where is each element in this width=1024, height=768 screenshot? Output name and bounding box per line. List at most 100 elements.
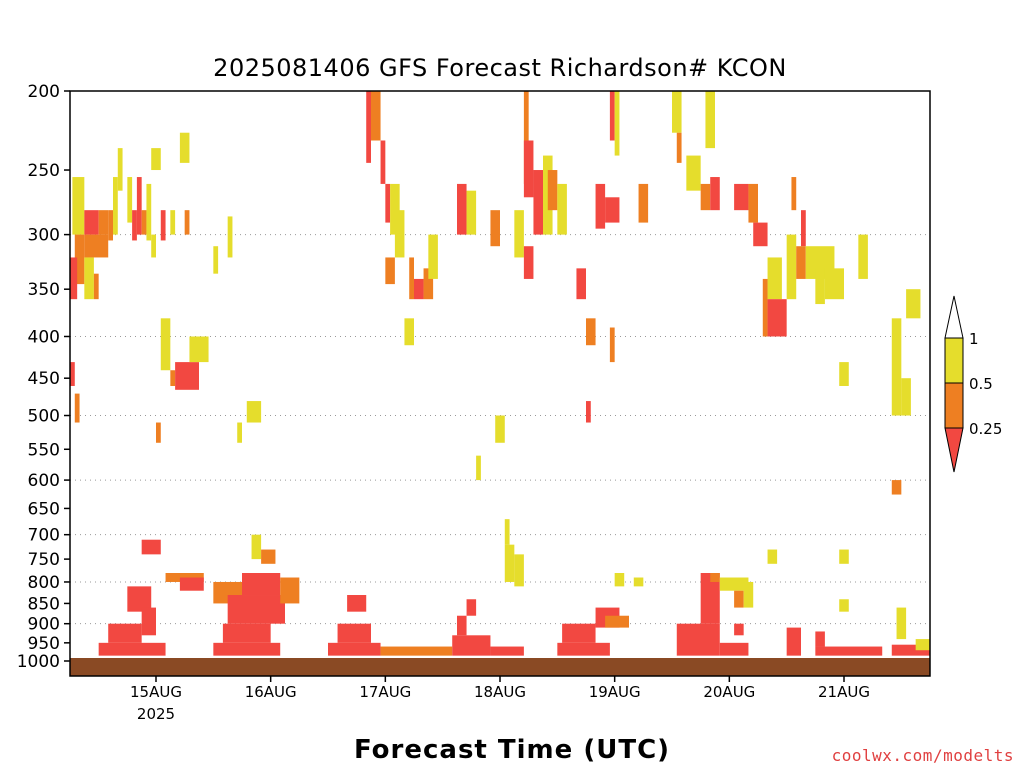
ri-cell-yellow: [390, 183, 400, 235]
ri-cell-yellow: [815, 268, 825, 305]
ri-cell-yellow: [466, 190, 477, 235]
source-credit: coolwx.com/modelts: [832, 746, 1014, 765]
ri-cell-red: [141, 607, 156, 636]
ri-cell-orange: [676, 132, 682, 163]
ri-cell-yellow: [246, 401, 262, 423]
ri-cell-orange: [409, 257, 414, 300]
legend-label-1: 1: [969, 330, 979, 348]
pressure-axis: 200 250 300 350 400 450 500 550 600 650 700 750 8008…: [17, 82, 70, 672]
ri-cell-orange: [184, 210, 190, 235]
ri-cell-orange: [523, 91, 529, 184]
legend-swatch-above-1: [944, 295, 964, 339]
ri-cell-orange: [547, 170, 558, 211]
ri-cell-orange: [490, 210, 500, 247]
ri-cell-orange: [638, 183, 649, 223]
ri-cell-yellow: [146, 183, 152, 241]
ri-cell-yellow: [906, 289, 921, 319]
ri-cell-yellow: [213, 246, 219, 274]
ri-cell-red: [523, 246, 534, 279]
ri-cell-red: [786, 627, 801, 656]
ri-cell-yellow: [705, 91, 715, 149]
y-tick-label: 950: [28, 634, 60, 654]
ri-cell-red: [347, 595, 367, 612]
ri-cell-red: [242, 573, 281, 596]
ri-cell-red: [337, 623, 371, 643]
ri-cell-orange: [170, 370, 176, 386]
ri-cell-red: [227, 595, 285, 624]
ri-cell-orange: [891, 480, 902, 495]
ri-cell-yellow: [160, 318, 171, 371]
ri-cell-yellow: [786, 234, 797, 300]
x-tick-label: 18AUG: [474, 683, 526, 701]
ri-cell-orange: [700, 183, 711, 211]
ri-cell-orange: [98, 210, 109, 235]
legend-colorbar: 1 0.5 0.25: [944, 295, 1002, 473]
ri-cell-red: [710, 177, 720, 211]
ri-cell-orange: [108, 210, 113, 241]
ri-cell-yellow: [113, 177, 118, 235]
y-tick-label: 500: [28, 407, 60, 427]
x-tick-label: 20AUG: [703, 683, 755, 701]
ri-cell-orange: [165, 573, 204, 582]
ri-cell-orange: [609, 327, 615, 363]
ri-cell-red: [385, 183, 391, 223]
ri-cell-red: [676, 623, 720, 656]
ri-cell-yellow: [404, 318, 414, 346]
ri-cell-yellow: [633, 577, 644, 587]
x-tick-label: 16AUG: [245, 683, 297, 701]
ri-cell-yellow: [858, 234, 868, 279]
y-tick-label: 1000: [17, 652, 60, 672]
ri-cell-red: [891, 644, 930, 656]
ri-cell-red: [844, 646, 883, 656]
ri-cell-yellow: [839, 549, 849, 564]
x-axis-label: Forecast Time (UTC): [354, 735, 670, 765]
ri-cell-yellow: [614, 573, 625, 587]
ri-cell-yellow: [227, 216, 233, 258]
ri-cell-orange: [74, 393, 80, 423]
y-tick-label: 700: [28, 526, 60, 546]
time-axis: 15AUG 2025 16AUG 17AUG 18AUG 19AUG 20AUG 21AUG: [130, 676, 870, 723]
legend-swatch-below-0-25: [944, 427, 964, 473]
ri-cell-red: [160, 210, 166, 241]
ri-cell-orange: [93, 273, 99, 300]
ri-cell-yellow: [189, 336, 199, 363]
ri-cell-orange: [710, 573, 720, 582]
ri-cell-yellow: [824, 268, 844, 300]
x-tick-label: 21AUG: [818, 683, 870, 701]
ri-cell-orange: [280, 577, 300, 604]
ri-cell-yellow: [901, 378, 911, 416]
ri-cell-yellow: [557, 183, 567, 235]
y-tick-label: 900: [28, 615, 60, 635]
x-tick-label: 19AUG: [589, 683, 641, 701]
ri-cell-yellow: [504, 544, 515, 582]
ri-cell-yellow: [151, 148, 161, 171]
ri-cell-yellow: [179, 132, 190, 163]
ri-cell-yellow: [495, 415, 505, 443]
ground-surface: [70, 658, 930, 676]
ri-cell-orange: [762, 278, 768, 337]
ri-cell-red: [136, 177, 142, 235]
ri-cell-orange: [605, 615, 629, 628]
ri-cell-red: [98, 642, 166, 656]
ri-cell-orange: [423, 268, 434, 300]
ri-cell-orange: [385, 257, 395, 285]
ri-cell-yellow: [151, 234, 156, 258]
ri-cell-red: [700, 573, 720, 624]
ri-cell-red: [328, 642, 381, 656]
ri-cell-red: [141, 539, 161, 555]
ri-cell-red: [801, 210, 806, 247]
ri-cell-orange: [796, 246, 806, 279]
y-tick-label: 300: [28, 226, 60, 246]
ri-cell-red: [222, 623, 271, 643]
ri-cell-yellow: [170, 210, 176, 235]
ri-cell-red: [179, 577, 204, 591]
ri-cell-red: [70, 362, 75, 386]
ri-cell-yellow: [767, 549, 778, 564]
legend-label-0-25: 0.25: [969, 420, 1002, 438]
ri-cell-yellow: [476, 455, 481, 481]
ri-cell-yellow: [504, 519, 510, 545]
ri-cell-yellow: [915, 639, 930, 651]
ri-cell-red: [576, 268, 586, 300]
ri-cell-yellow: [514, 554, 524, 587]
